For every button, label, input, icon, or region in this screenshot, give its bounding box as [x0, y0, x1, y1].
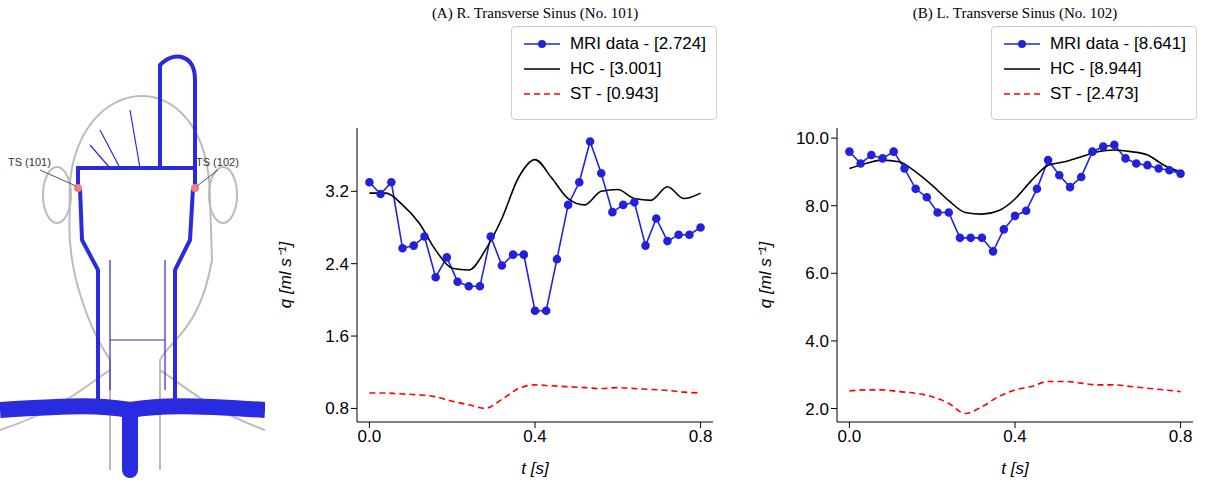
- svg-text:2.4: 2.4: [325, 255, 349, 274]
- svg-text:6.0: 6.0: [805, 264, 829, 283]
- html-text:(B) L. Transverse Sinus (No. 1: (B) L. Transverse Sinus (No. 102): [912, 5, 1118, 21]
- svg-text:0.4: 0.4: [523, 427, 547, 446]
- html-text:ST - [2.473]: ST - [2.473]: [1049, 83, 1139, 103]
- svg-text:t [s]: t [s]: [521, 459, 550, 478]
- svg-text:q [ml s⁻¹]: q [ml s⁻¹]: [756, 241, 775, 309]
- svg-text:4.0: 4.0: [805, 332, 829, 351]
- svg-text:10.0: 10.0: [796, 129, 829, 148]
- svg-text:0.0: 0.0: [358, 427, 382, 446]
- svg-text:0.8: 0.8: [325, 399, 349, 418]
- svg-text:t [s]: t [s]: [1001, 459, 1030, 478]
- html-text:HC - [3.001]: HC - [3.001]: [569, 58, 662, 78]
- html-text:HC - [8.944]: HC - [8.944]: [1049, 58, 1142, 78]
- svg-text:2.0: 2.0: [805, 400, 829, 419]
- svg-text:TS (102): TS (102): [196, 156, 239, 168]
- svg-text:0.8: 0.8: [689, 427, 713, 446]
- svg-text:0.8: 0.8: [1169, 427, 1193, 446]
- html-text:MRI data - [8.641]: MRI data - [8.641]: [1049, 33, 1186, 53]
- html-text:ST - [0.943]: ST - [0.943]: [569, 83, 659, 103]
- svg-text:0.4: 0.4: [1003, 427, 1027, 446]
- svg-text:q [ml s⁻¹]: q [ml s⁻¹]: [276, 241, 295, 309]
- html-text:(A) R. Transverse Sinus (No. 1: (A) R. Transverse Sinus (No. 101): [431, 5, 639, 21]
- svg-text:1.6: 1.6: [325, 327, 349, 346]
- html-text:MRI data - [2.724]: MRI data - [2.724]: [569, 33, 706, 53]
- svg-text:3.2: 3.2: [325, 182, 349, 201]
- svg-text:0.0: 0.0: [838, 427, 862, 446]
- svg-text:TS (101): TS (101): [8, 156, 51, 168]
- svg-text:8.0: 8.0: [805, 197, 829, 216]
